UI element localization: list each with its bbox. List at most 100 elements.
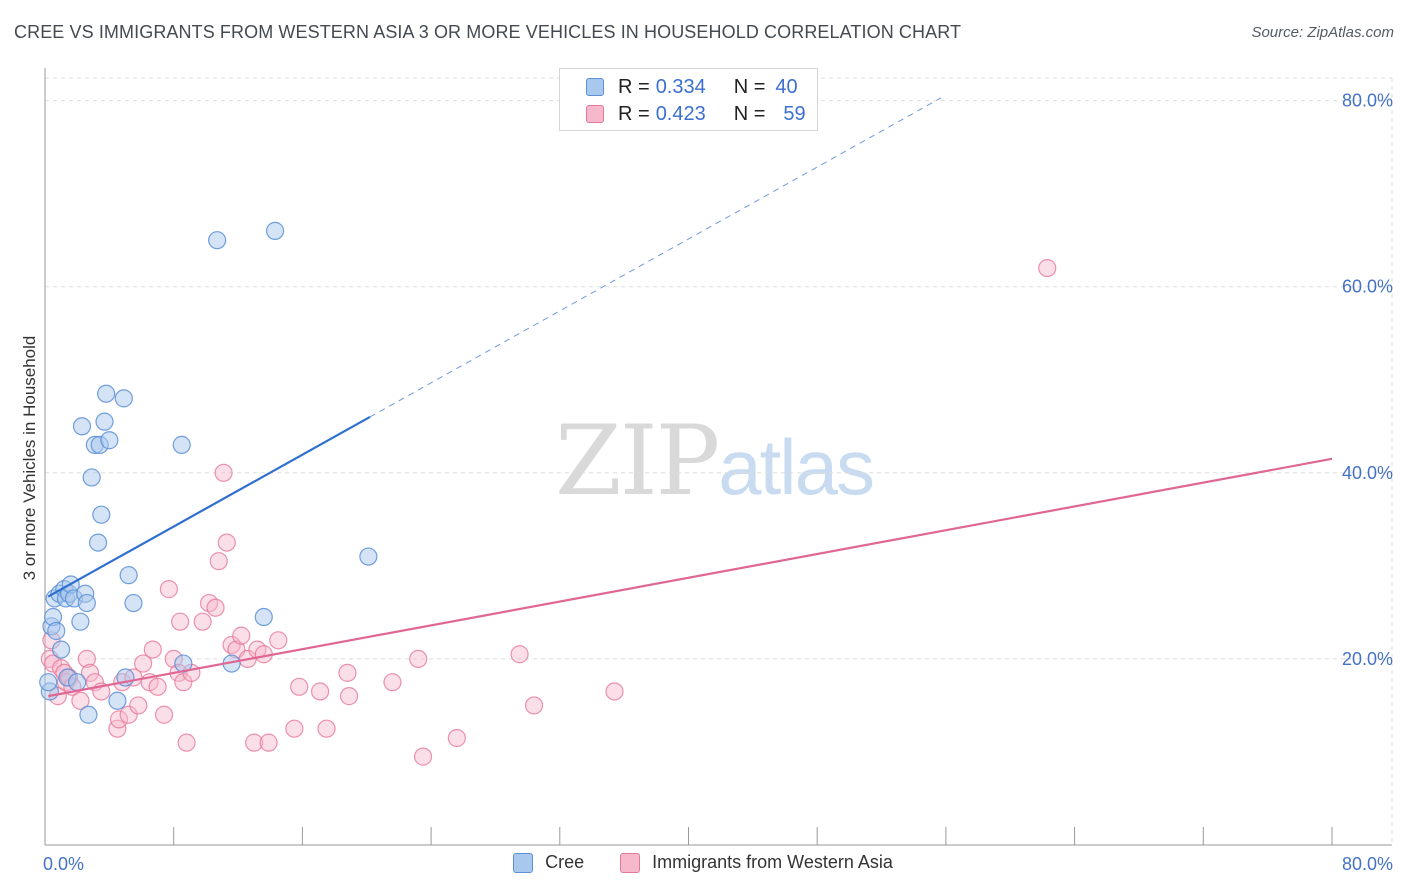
- y-tick-label: 60.0%: [1342, 277, 1393, 297]
- data-point-cree: [88, 533, 108, 552]
- y-tick-label: 20.0%: [1342, 649, 1393, 669]
- data-point-western-asia: [177, 733, 196, 752]
- data-point-cree: [208, 231, 227, 250]
- data-point-western-asia: [159, 580, 178, 599]
- data-point-western-asia: [217, 533, 236, 552]
- legend-n-value: 40: [775, 75, 798, 98]
- trend-line-western-asia: [48, 457, 1333, 698]
- data-point-western-asia: [259, 733, 278, 752]
- legend-row-western-asia: R = 0.423 N = 59: [586, 102, 806, 126]
- data-point-western-asia: [269, 631, 288, 650]
- data-point-western-asia: [148, 677, 167, 696]
- data-point-cree: [92, 505, 111, 524]
- data-point-western-asia: [447, 728, 466, 748]
- legend-swatch-cree: [586, 78, 604, 96]
- data-point-western-asia: [245, 733, 264, 752]
- data-point-cree: [95, 412, 114, 431]
- data-point-western-asia: [209, 552, 228, 571]
- legend-label-cree: Cree: [545, 852, 585, 872]
- data-point-cree: [72, 417, 92, 436]
- data-point-cree: [359, 547, 378, 566]
- data-point-western-asia: [339, 687, 359, 706]
- legend-item-western-asia: Immigrants from Western Asia: [620, 852, 893, 873]
- data-point-western-asia: [109, 710, 129, 729]
- data-point-western-asia: [154, 705, 174, 724]
- data-point-western-asia: [285, 719, 304, 738]
- legend-swatch-western-asia: [586, 105, 604, 123]
- data-point-western-asia: [214, 463, 233, 482]
- data-point-cree: [82, 468, 101, 487]
- data-point-western-asia: [290, 677, 309, 696]
- data-point-western-asia: [193, 612, 212, 631]
- legend-row-cree: R = 0.334 N = 40: [586, 75, 798, 99]
- legend-n-label: N =: [733, 75, 766, 98]
- tick-labels: 20.0% 40.0% 60.0% 80.0% 0.0% 80.0%: [43, 91, 1393, 874]
- data-point-western-asia: [310, 682, 330, 701]
- y-tick-label: 40.0%: [1342, 463, 1393, 483]
- data-point-western-asia: [409, 649, 428, 669]
- chart-title: CREE VS IMMIGRANTS FROM WESTERN ASIA 3 O…: [14, 22, 962, 42]
- legend-swatch-cree: [513, 852, 534, 873]
- data-point-cree: [97, 384, 116, 403]
- data-point-cree: [71, 612, 90, 631]
- legend-n-value: 59: [783, 102, 806, 125]
- data-point-cree: [119, 566, 138, 585]
- series-legend: Cree Immigrants from Western Asia: [0, 852, 1406, 873]
- data-point-western-asia: [383, 673, 402, 692]
- y-tick-label: 80.0%: [1342, 91, 1393, 111]
- trend-line-cree: [47, 416, 371, 598]
- legend-r-value: 0.334: [655, 75, 706, 98]
- data-point-western-asia: [206, 598, 225, 617]
- data-point-cree: [254, 607, 273, 627]
- data-point-cree: [51, 640, 71, 659]
- data-point-cree: [47, 621, 66, 641]
- data-point-cree: [124, 593, 143, 613]
- data-point-western-asia: [338, 663, 357, 682]
- data-point-western-asia: [605, 682, 624, 701]
- legend-r-label: R =: [618, 102, 650, 125]
- data-point-western-asia: [80, 663, 100, 682]
- gridlines: [45, 77, 1393, 845]
- data-point-cree: [108, 691, 127, 710]
- data-point-cree: [79, 705, 98, 724]
- data-point-cree: [77, 593, 96, 613]
- legend-label-western-asia: Immigrants from Western Asia: [652, 852, 893, 872]
- data-point-cree: [39, 673, 58, 692]
- correlation-legend: R = 0.334 N = 40 R = 0.423 N = 59: [559, 68, 818, 131]
- data-point-western-asia: [317, 719, 336, 738]
- series-immigrants-western-asia: [40, 258, 1057, 766]
- watermark-zip: ZIP: [555, 405, 720, 517]
- legend-r-label: R =: [618, 75, 650, 98]
- series-cree: [39, 221, 378, 724]
- x-tick-label: 0.0%: [43, 854, 84, 874]
- legend-swatch-western-asia: [620, 852, 641, 873]
- data-point-western-asia: [129, 696, 148, 715]
- legend-n-label: N =: [733, 102, 766, 125]
- data-point-western-asia: [77, 649, 96, 669]
- data-point-western-asia: [71, 691, 90, 710]
- data-point-western-asia: [524, 696, 544, 715]
- data-point-cree: [114, 389, 133, 408]
- data-point-cree: [265, 221, 285, 240]
- data-point-cree: [68, 673, 87, 692]
- data-point-western-asia: [143, 640, 162, 659]
- trend-lines: [47, 97, 1333, 698]
- watermark: ZIPatlas: [555, 405, 875, 517]
- data-point-western-asia: [1038, 258, 1057, 278]
- data-point-western-asia: [134, 654, 153, 673]
- data-point-western-asia: [108, 719, 127, 738]
- data-point-western-asia: [510, 645, 529, 664]
- x-tick-label: 80.0%: [1342, 854, 1393, 874]
- legend-r-value: 0.423: [655, 102, 706, 125]
- source-label: Source: ZipAtlas.com: [1251, 24, 1394, 41]
- axes: [44, 68, 1392, 846]
- data-point-cree: [172, 435, 191, 454]
- data-point-western-asia: [232, 626, 251, 645]
- data-point-western-asia: [171, 612, 190, 631]
- trend-line-cree-extension: [369, 97, 942, 418]
- data-point-cree: [100, 431, 119, 450]
- data-point-western-asia: [119, 705, 138, 724]
- data-point-western-asia: [413, 747, 433, 766]
- legend-item-cree: Cree: [513, 852, 584, 873]
